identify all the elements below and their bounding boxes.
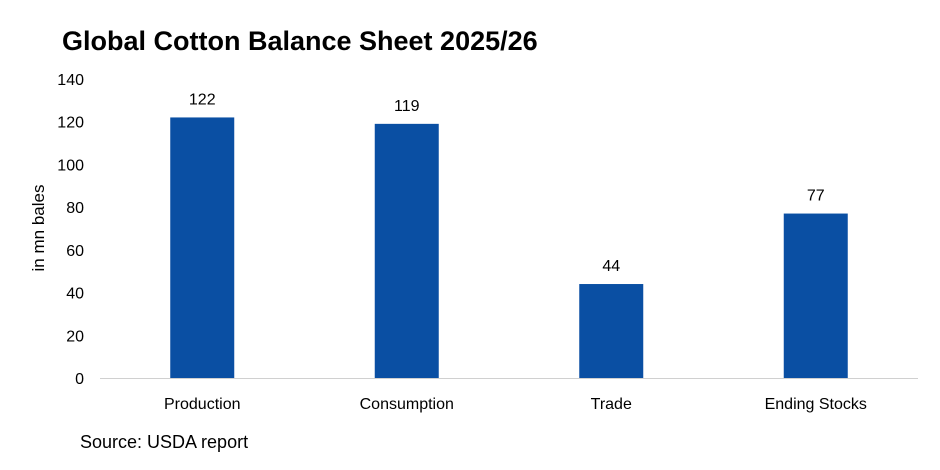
y-tick-label: 80: [66, 200, 84, 217]
bars: [170, 117, 848, 378]
x-tick-label: Consumption: [360, 396, 454, 413]
data-label: 77: [807, 188, 825, 205]
source-note: Source: USDA report: [80, 432, 249, 452]
data-label: 119: [394, 98, 420, 115]
y-axis-title: in mn bales: [29, 185, 48, 272]
x-axis-labels: Production Consumption Trade Ending Stocks: [164, 396, 867, 413]
y-tick-label: 100: [57, 157, 84, 174]
chart-title: Global Cotton Balance Sheet 2025/26: [62, 26, 538, 56]
x-tick-label: Ending Stocks: [765, 396, 867, 413]
y-tick-label: 60: [66, 243, 84, 260]
y-tick-label: 120: [57, 115, 84, 132]
y-tick-label: 0: [75, 371, 84, 388]
bar: [579, 284, 644, 378]
y-axis-ticks: 0 20 40 60 80 100 120 140: [57, 72, 84, 388]
bar: [374, 123, 439, 378]
x-tick-label: Production: [164, 396, 241, 413]
y-tick-label: 40: [66, 286, 84, 303]
y-tick-label: 140: [57, 72, 84, 89]
value-labels: 122 119 44 77: [189, 91, 825, 275]
y-tick-label: 20: [66, 328, 84, 345]
data-label: 44: [602, 258, 620, 275]
data-label: 122: [189, 91, 216, 108]
bar: [783, 213, 848, 378]
x-tick-label: Trade: [591, 396, 632, 413]
bar: [170, 117, 235, 378]
